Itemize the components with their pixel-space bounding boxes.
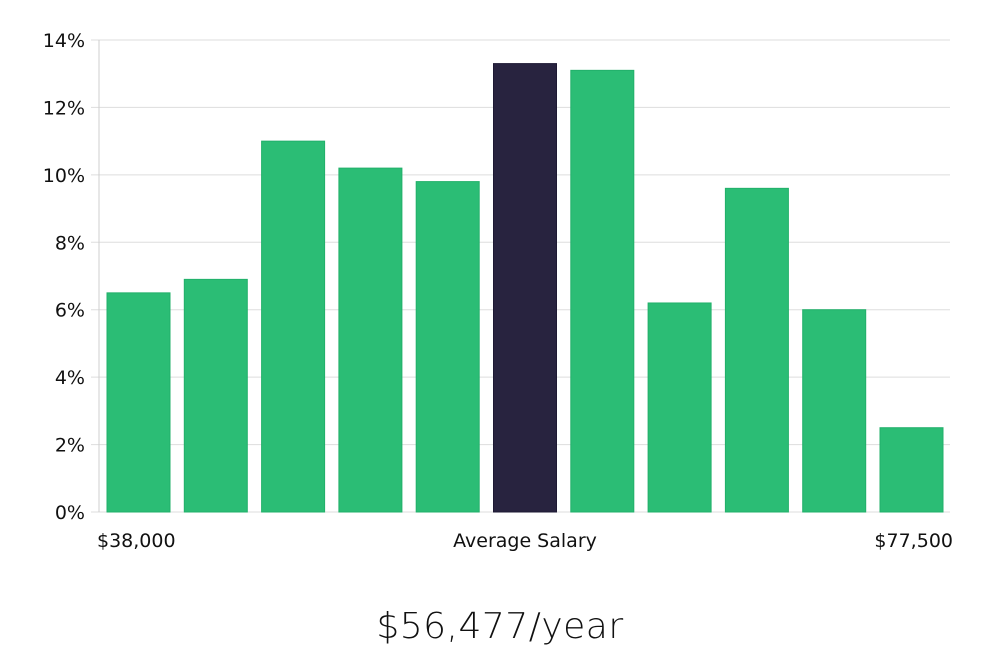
bars [106, 63, 944, 513]
salary-histogram-chart: 0% 2% 4% 6% 8% 10% 12% 14% $38,000 Average Sala… [43, 30, 953, 552]
y-tick-labels: 0% 2% 4% 6% 8% 10% 12% 14% [43, 30, 85, 524]
bar [724, 187, 789, 513]
y-tick-label: 10% [43, 165, 85, 187]
y-tick-label: 0% [55, 502, 85, 524]
bar [802, 309, 867, 513]
y-tick-label: 4% [55, 367, 85, 389]
bar [570, 69, 635, 513]
y-tick-label: 8% [55, 232, 85, 254]
average-salary-value: $56,477/year [376, 606, 624, 647]
bar [338, 167, 403, 513]
x-axis-title: Average Salary [453, 530, 597, 552]
x-max-label: $77,500 [874, 530, 953, 552]
bar [183, 278, 248, 513]
bar [415, 181, 480, 513]
bar [106, 292, 171, 513]
x-min-label: $38,000 [97, 530, 176, 552]
bar [647, 302, 712, 513]
y-tick-label: 14% [43, 30, 85, 52]
y-tick-label: 6% [55, 300, 85, 322]
bar-average-highlight [493, 63, 557, 513]
bar [261, 140, 326, 513]
bar [879, 427, 944, 513]
y-tick-label: 2% [55, 435, 85, 457]
y-tick-label: 12% [43, 97, 85, 119]
